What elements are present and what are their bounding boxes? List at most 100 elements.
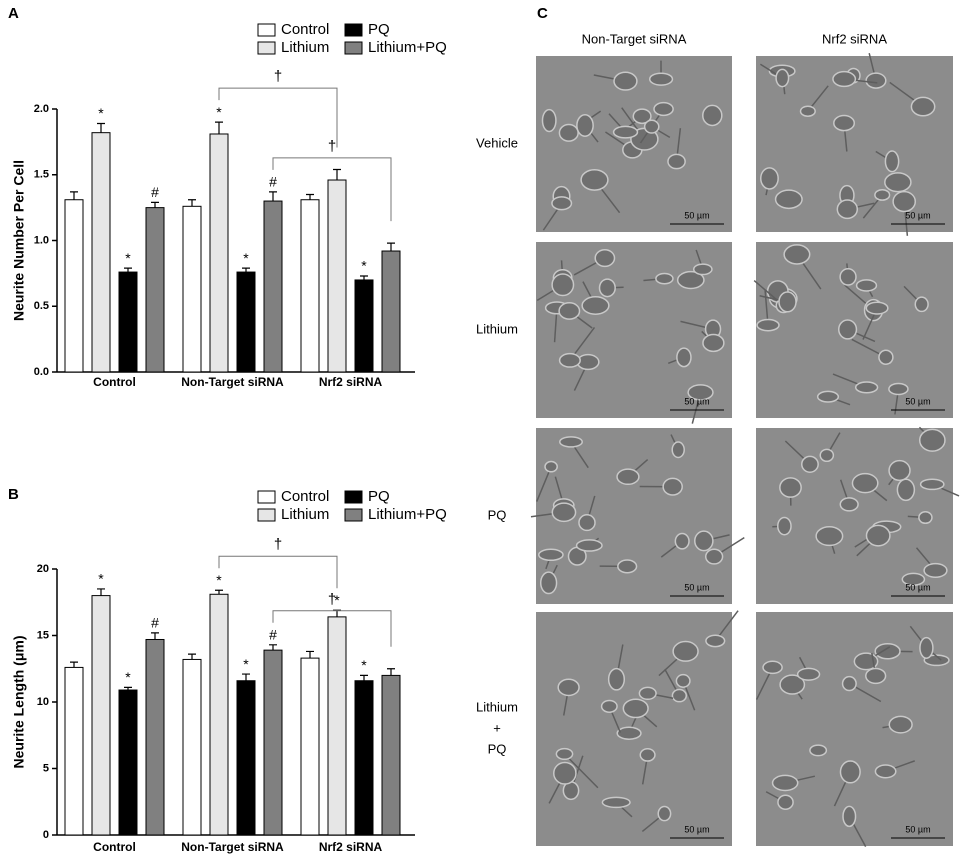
error-bar (215, 589, 223, 595)
bar (118, 271, 138, 373)
significance-marker: * (243, 656, 249, 672)
y-axis-label: Neurite Length (μm) (11, 635, 27, 768)
y-tick-label: 0 (43, 829, 49, 841)
cell (601, 796, 631, 809)
x-tick-label: Nrf2 siRNA (319, 375, 383, 389)
cell (874, 764, 897, 779)
cell (779, 477, 802, 498)
cell (578, 513, 596, 532)
legend-swatch (344, 41, 363, 55)
cell (616, 726, 642, 740)
cell (671, 688, 688, 703)
legend-swatch (257, 23, 276, 37)
cell (653, 101, 674, 117)
bar (64, 666, 84, 836)
legend-swatch (344, 508, 363, 522)
y-tick-label: 10 (37, 696, 49, 708)
y-tick-label: 20 (37, 563, 49, 575)
cell (702, 333, 725, 353)
x-tick-label: Non-Target siRNA (181, 840, 284, 854)
cell (575, 539, 603, 552)
micrograph: 50 µm (536, 610, 739, 846)
cell (874, 188, 891, 201)
legend-label: Control (281, 21, 329, 38)
legend-label: PQ (368, 21, 390, 38)
cell (760, 167, 779, 190)
column-header: Nrf2 siRNA (822, 31, 887, 46)
micrograph: 50 µm (753, 242, 953, 418)
cell (617, 559, 638, 574)
significance-marker: * (125, 669, 131, 685)
cell (777, 516, 792, 536)
cell (544, 460, 558, 473)
cell (918, 428, 946, 452)
error-bar (360, 674, 368, 681)
cell (816, 390, 840, 403)
bar (209, 133, 229, 373)
cell (702, 104, 723, 127)
cell (865, 301, 889, 315)
scale-bar-label: 50 µm (905, 210, 930, 220)
cell (884, 150, 900, 173)
legend-label: Control (281, 488, 329, 505)
cell (551, 196, 573, 211)
bar (354, 680, 374, 836)
cell (667, 153, 686, 170)
significance-marker: * (361, 657, 367, 673)
cell (612, 125, 639, 139)
significance-marker: # (269, 627, 277, 643)
significance-marker: # (151, 184, 159, 200)
cell (884, 172, 912, 193)
scale-bar-label: 50 µm (684, 396, 709, 406)
cell (777, 794, 794, 810)
cell (892, 190, 917, 213)
cell (833, 114, 856, 132)
cell (672, 640, 699, 662)
error-bar (151, 632, 159, 640)
bracket (218, 87, 338, 148)
cell (675, 673, 691, 688)
error-bar (387, 668, 395, 676)
error-bar (151, 201, 159, 208)
significance-marker: * (98, 571, 104, 587)
bar (182, 658, 202, 836)
row-label: PQ (488, 507, 507, 522)
significance-marker: * (361, 258, 367, 274)
cell (796, 667, 821, 681)
x-tick-label: Control (93, 840, 136, 854)
cell (836, 199, 859, 220)
cell (832, 70, 857, 88)
error-bar (333, 609, 341, 617)
significance-marker: * (216, 104, 222, 120)
cell (632, 108, 652, 125)
error-bar (188, 199, 196, 207)
cell (557, 678, 580, 697)
bar (327, 179, 347, 373)
cell (555, 747, 574, 761)
cell (809, 744, 828, 757)
y-tick-label: 0.0 (34, 366, 49, 378)
bar (354, 279, 374, 373)
cell (692, 263, 713, 276)
legend-label: Lithium (281, 39, 329, 56)
cell (616, 468, 640, 486)
significance-marker: * (216, 572, 222, 588)
scale-bar-label: 50 µm (684, 210, 709, 220)
error-bar (242, 673, 250, 681)
row-label: + (493, 720, 501, 735)
bar (91, 132, 111, 373)
row-label: Lithium (476, 321, 518, 336)
error-bar (70, 191, 78, 200)
legend-label: Lithium+PQ (368, 506, 447, 523)
neurite (563, 753, 599, 789)
cell (657, 805, 672, 822)
error-bar (387, 242, 395, 252)
y-tick-label: 15 (37, 629, 49, 641)
cell (839, 497, 859, 512)
cell (783, 244, 811, 265)
bar (145, 207, 165, 373)
legend-swatch (257, 41, 276, 55)
significance-marker: * (125, 250, 131, 266)
error-bar (306, 650, 314, 659)
